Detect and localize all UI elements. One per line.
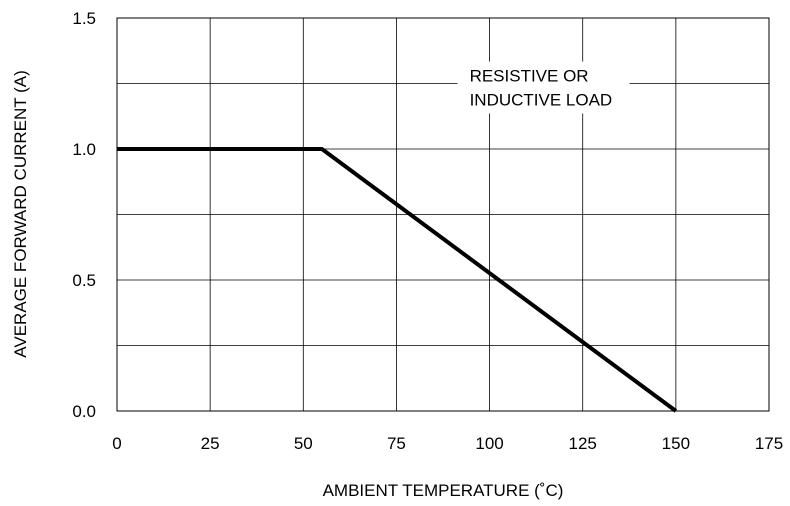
x-tick-labels: 0 25 50 75 100 125 150 175: [112, 434, 783, 453]
annotation-line-2: INDUCTIVE LOAD: [470, 91, 613, 110]
x-tick-label-0: 0: [112, 434, 121, 453]
plot-frame: [116, 17, 770, 412]
y-tick-label-3: 1.5: [72, 9, 96, 28]
x-axis-label: AMBIENT TEMPERATURE (˚C): [323, 481, 564, 500]
annotation-background: [457, 61, 630, 114]
y-tick-label-1: 0.5: [72, 271, 96, 290]
annotation-group: RESISTIVE OR INDUCTIVE LOAD: [457, 61, 630, 114]
x-tick-label-5: 125: [569, 434, 597, 453]
y-tick-labels: 0.0 0.5 1.0 1.5: [72, 9, 96, 421]
y-tick-label-0: 0.0: [72, 402, 96, 421]
x-tick-label-4: 100: [475, 434, 503, 453]
x-tick-label-1: 25: [201, 434, 220, 453]
x-tick-label-3: 75: [387, 434, 406, 453]
x-tick-label-7: 175: [755, 434, 783, 453]
y-axis-label: AVERAGE FORWARD CURRENT (A): [11, 70, 30, 357]
y-tick-label-2: 1.0: [72, 140, 96, 159]
series-line-0: [117, 147, 678, 413]
x-tick-label-6: 150: [662, 434, 690, 453]
series-layer: [117, 147, 678, 413]
x-tick-label-2: 50: [294, 434, 313, 453]
annotation-line-1: RESISTIVE OR: [470, 67, 589, 86]
